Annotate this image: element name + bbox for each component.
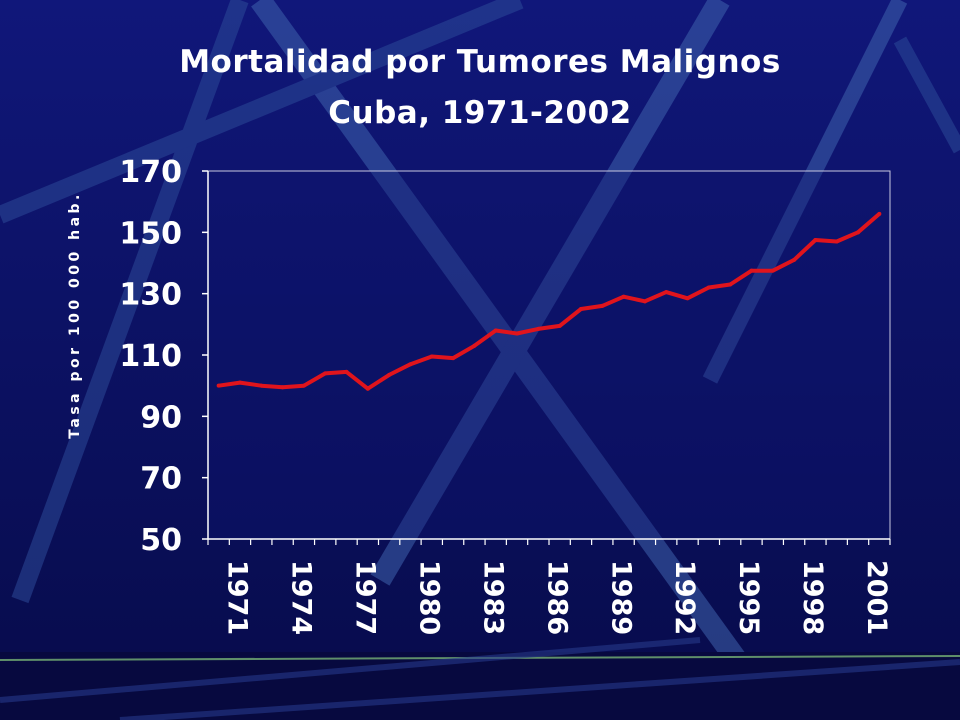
y-tick-label: 50: [140, 523, 182, 558]
data-point: [259, 383, 264, 388]
data-point: [493, 328, 498, 333]
series-points: [216, 211, 882, 391]
data-point: [365, 386, 370, 391]
data-point: [451, 356, 456, 361]
y-tick-label: 170: [119, 155, 182, 190]
data-point: [536, 326, 541, 331]
x-tick-label: 1989: [605, 560, 636, 635]
data-point: [323, 371, 328, 376]
x-tick-label: 1998: [797, 560, 828, 635]
data-point: [578, 307, 583, 311]
series-line: [218, 212, 881, 391]
data-point: [301, 383, 306, 388]
x-tick-label: 1995: [733, 560, 764, 635]
data-point: [344, 369, 349, 374]
data-point: [515, 331, 520, 336]
data-point: [813, 238, 818, 242]
data-point: [664, 290, 669, 295]
y-tick-label: 130: [119, 278, 182, 313]
x-tick-label: 1992: [669, 560, 700, 635]
data-point: [387, 372, 392, 377]
x-tick-label: 1971: [222, 560, 253, 635]
plot-area: [207, 170, 891, 540]
y-tick-label: 150: [119, 216, 182, 251]
y-tick-label: 110: [119, 339, 182, 374]
data-point: [706, 285, 711, 290]
data-point: [749, 268, 754, 273]
x-tick-label: 1986: [541, 560, 572, 635]
y-tick-label: 90: [140, 400, 182, 435]
footer-stripes: [0, 637, 960, 720]
data-point: [408, 362, 413, 367]
data-point: [856, 230, 861, 235]
tick-labels: 170 150 130 110 90 70 50 1971 1974 1977 1980 1983 19…: [119, 155, 892, 635]
data-point: [216, 383, 221, 388]
data-point: [642, 299, 647, 304]
data-point: [834, 239, 839, 244]
data-point: [557, 323, 562, 328]
x-tick-label: 2001: [861, 560, 892, 635]
x-tick-label: 1980: [413, 560, 444, 635]
x-tick-label: 1977: [350, 560, 381, 635]
page-title: Mortalidad por Tumores Malignos: [179, 44, 781, 80]
data-point: [429, 354, 434, 359]
data-point: [472, 343, 477, 348]
x-tick-label: 1974: [286, 560, 317, 635]
data-point: [792, 257, 797, 262]
axes: [202, 170, 891, 545]
data-point: [600, 303, 605, 308]
data-point: [621, 294, 626, 299]
data-point: [280, 385, 285, 390]
data-point: [770, 268, 775, 273]
data-point: [728, 282, 733, 287]
data-point: [685, 296, 690, 301]
x-tick-label: 1983: [477, 560, 508, 635]
page-subtitle: Cuba, 1971-2002: [328, 95, 632, 131]
data-point: [237, 380, 242, 385]
data-point: [877, 211, 882, 216]
y-axis-label: Tasa por 100 000 hab.: [67, 191, 83, 439]
y-tick-label: 70: [140, 462, 182, 497]
